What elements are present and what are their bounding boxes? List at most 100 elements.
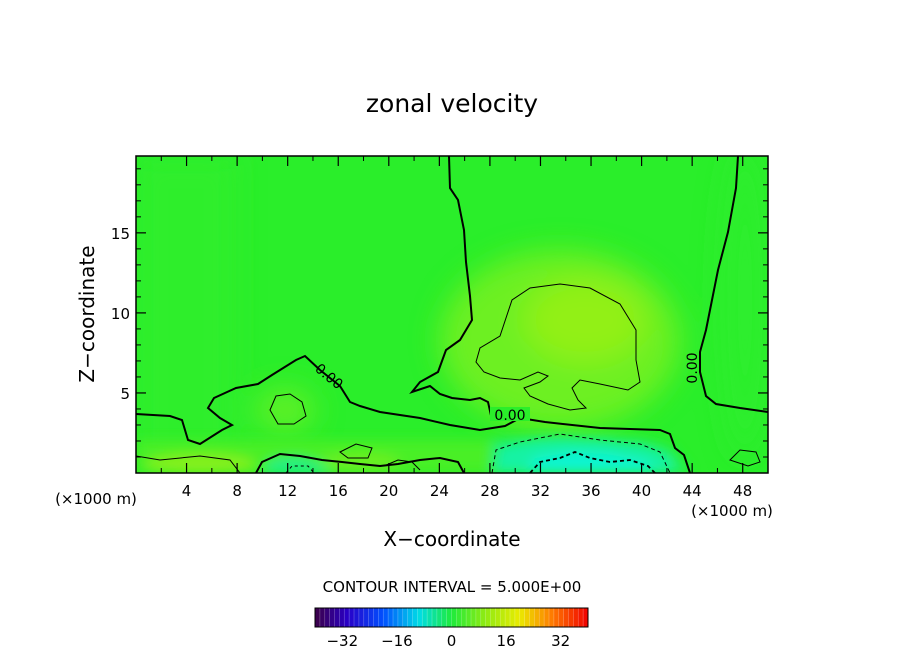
colorbar-swatch — [544, 608, 550, 627]
contour-positive-surface-2 — [339, 443, 373, 459]
colorbar-swatch — [315, 608, 321, 627]
colorbar-swatch — [539, 608, 545, 627]
colorbar-swatch — [436, 608, 443, 627]
colorbar-swatch — [397, 608, 404, 627]
zero-contour-left — [136, 354, 691, 473]
field-positive-core — [525, 278, 645, 362]
colorbar-swatch — [480, 608, 486, 627]
colorbar-swatch — [583, 608, 589, 627]
colorbar-swatch — [402, 608, 408, 627]
colorbar-swatch — [373, 608, 379, 627]
y-tick-label: 15 — [111, 225, 130, 243]
x-unit-right: (×1000 m) — [691, 502, 773, 520]
field-left-lobe — [255, 388, 315, 432]
y-axis-ticks: 5 10 15 — [111, 168, 768, 458]
contour-label-right: 0.00 — [685, 352, 701, 383]
colorbar-swatch — [466, 608, 472, 627]
colorbar-swatch — [368, 608, 374, 627]
contour-positive-left-lobe — [269, 393, 307, 425]
colorbar-swatch — [319, 608, 326, 627]
x-tick-label: 28 — [480, 482, 499, 500]
colorbar-tick-label: 16 — [497, 632, 516, 650]
colorbar-swatch — [510, 608, 516, 627]
contour-interval-label: CONTOUR INTERVAL = 5.000E+00 — [323, 578, 582, 596]
colorbar-frame — [314, 607, 589, 628]
colorbar-swatch — [422, 608, 428, 627]
contour-positive-surface-1 — [136, 455, 241, 473]
colorbar-swatch — [427, 608, 433, 627]
contour-lines — [136, 156, 768, 473]
colorbar — [314, 608, 589, 627]
heatmap-field — [136, 156, 768, 473]
colorbar-swatch — [349, 608, 355, 627]
colorbar-swatch — [417, 608, 423, 627]
colorbar-swatch — [432, 608, 438, 627]
field-left-band — [136, 156, 236, 473]
x-tick-label: 48 — [733, 482, 752, 500]
x-tick-label: 24 — [430, 482, 449, 500]
plot-frame — [135, 155, 769, 474]
colorbar-swatch — [329, 608, 335, 627]
colorbar-swatch — [490, 608, 496, 627]
contour-positive-surface-3 — [383, 459, 421, 471]
colorbar-swatch — [407, 608, 413, 627]
colorbar-swatch — [534, 608, 540, 627]
colorbar-swatch — [568, 608, 574, 627]
colorbar-swatch — [461, 608, 467, 627]
x-tick-label: 4 — [182, 482, 192, 500]
colorbar-swatch — [363, 608, 369, 627]
x-tick-label: 40 — [632, 482, 651, 500]
colorbar-swatch — [393, 608, 399, 627]
contour-label-center: 0.00 — [494, 408, 525, 424]
colorbar-tick-label: −32 — [326, 632, 358, 650]
x-unit-left: (×1000 m) — [55, 490, 137, 508]
colorbar-swatch — [495, 608, 501, 627]
colorbar-swatch — [573, 608, 579, 627]
colorbar-tick-label: 0 — [447, 632, 457, 650]
colorbar-swatch — [563, 608, 569, 627]
colorbar-swatch — [412, 608, 418, 627]
colorbar-swatch — [505, 608, 511, 627]
field-right-band — [720, 156, 768, 460]
x-axis-title: X−coordinate — [383, 527, 520, 551]
colorbar-swatch — [378, 608, 384, 627]
colorbar-swatch — [441, 608, 447, 627]
colorbar-swatch — [388, 608, 394, 627]
zero-contour-right — [699, 156, 768, 413]
x-axis-ticks: 4 8 12 16 20 24 28 32 36 40 44 48 — [160, 156, 752, 500]
colorbar-swatch — [549, 608, 555, 627]
colorbar-swatch — [354, 608, 360, 627]
x-tick-label: 20 — [379, 482, 398, 500]
x-tick-label: 8 — [232, 482, 242, 500]
colorbar-swatch — [358, 608, 365, 627]
field-negative-core — [525, 452, 660, 473]
zero-contour-center — [409, 156, 493, 421]
colorbar-swatch — [514, 608, 521, 627]
contour-positive-surface-4 — [729, 449, 761, 467]
colorbar-tick-label: 32 — [551, 632, 570, 650]
colorbar-swatch — [553, 608, 560, 627]
colorbar-swatch — [524, 608, 530, 627]
x-tick-label: 12 — [278, 482, 297, 500]
y-tick-label: 5 — [120, 385, 130, 403]
colorbar-swatch — [451, 608, 457, 627]
colorbar-swatch — [456, 608, 462, 627]
colorbar-swatch — [446, 608, 452, 627]
colorbar-swatch — [471, 608, 477, 627]
colorbar-swatch — [475, 608, 482, 627]
y-axis-title: Z−coordinate — [75, 245, 99, 382]
colorbar-swatch — [519, 608, 525, 627]
zero-contour-left-lower — [255, 452, 465, 473]
colorbar-swatch — [339, 608, 345, 627]
colorbar-swatch — [578, 608, 584, 627]
contour-label-bg-center — [490, 407, 530, 421]
colorbar-tick-labels: −32 −16 0 16 32 — [326, 632, 570, 650]
colorbar-swatch — [334, 608, 340, 627]
y-tick-label: 10 — [111, 305, 130, 323]
colorbar-swatch — [529, 608, 535, 627]
colorbar-swatch — [383, 608, 389, 627]
chart-title: zonal velocity — [366, 89, 538, 118]
colorbar-swatch — [485, 608, 491, 627]
colorbar-swatch — [558, 608, 564, 627]
